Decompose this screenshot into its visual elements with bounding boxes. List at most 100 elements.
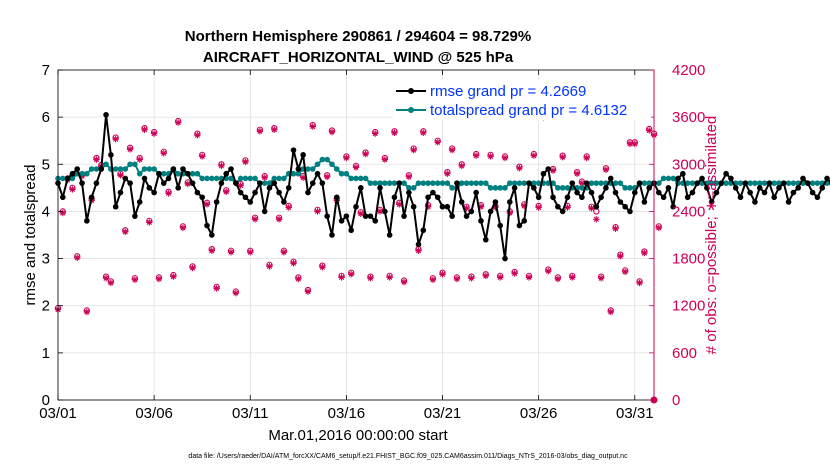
- obs-assimilated-point: [496, 274, 504, 281]
- totalspread-point: [247, 175, 254, 182]
- obs-assimilated-point: [69, 186, 76, 193]
- left-tick-label: 1: [42, 345, 50, 362]
- obs-assimilated-point: [410, 146, 417, 154]
- asterisk-stroke: [473, 153, 479, 159]
- obs-assimilated-point: [271, 126, 278, 133]
- asterisk-stroke: [262, 175, 268, 181]
- right-axis-ticks: 0 600 1200 1800 2400 3000 3600 4200: [649, 62, 705, 409]
- obs-assimilated-point: [189, 264, 196, 272]
- rmse-point: [814, 194, 821, 201]
- totalspread-point: [237, 175, 244, 182]
- asterisk-stroke: [396, 201, 402, 207]
- rmse-point: [175, 185, 181, 191]
- asterisk-stroke: [353, 164, 359, 171]
- totalspread-point: [122, 166, 129, 172]
- rmse-point: [526, 180, 532, 186]
- totalspread-point: [425, 180, 431, 186]
- rmse-point: [247, 199, 254, 205]
- rmse-point: [631, 189, 638, 196]
- totalspread-point: [194, 170, 201, 177]
- obs-assimilated-point: [458, 162, 465, 170]
- obs-assimilated-point: [372, 130, 379, 137]
- obs-assimilated-point: [102, 275, 110, 282]
- totalspread-point: [117, 166, 124, 172]
- asterisk-stroke: [564, 204, 571, 211]
- asterisk-stroke: [266, 263, 273, 270]
- asterisk-stroke: [103, 275, 109, 281]
- asterisk-stroke: [185, 181, 191, 187]
- obs-assimilated-point: [487, 153, 494, 160]
- x-tick-label: 03/16: [328, 405, 366, 422]
- rmse-point: [420, 227, 427, 234]
- asterisk-stroke: [141, 127, 148, 133]
- asterisk-stroke: [588, 205, 595, 211]
- rmse-point: [531, 185, 537, 191]
- rmse-point: [564, 194, 571, 201]
- rmse-point: [747, 189, 753, 196]
- totalspread-point: [362, 175, 369, 182]
- rmse-point: [88, 194, 95, 201]
- obs-assimilated-point: [516, 165, 523, 172]
- rmse-point: [367, 213, 374, 219]
- rmse-point: [805, 180, 811, 186]
- totalspread-point: [261, 180, 268, 186]
- rmse-point: [156, 170, 162, 177]
- rmse-point: [358, 185, 364, 191]
- left-tick-label: 5: [42, 156, 50, 173]
- asterisk-stroke: [459, 163, 465, 169]
- totalspread-point: [276, 175, 282, 182]
- rmse-point: [756, 185, 763, 191]
- totalspread-point: [747, 180, 753, 186]
- x-tick-label: 03/31: [616, 405, 654, 422]
- obs-assimilated-point: [275, 216, 283, 223]
- rmse-point: [266, 185, 273, 191]
- totalspread-point: [329, 161, 335, 168]
- totalspread-point: [622, 185, 628, 191]
- obs-assimilated-point: [314, 208, 321, 215]
- rmse-point: [574, 189, 580, 196]
- totalspread-point: [348, 175, 354, 182]
- rmse-point: [285, 185, 292, 191]
- asterisk-stroke: [516, 165, 523, 171]
- totalspread-point: [189, 170, 196, 177]
- totalspread-point: [151, 166, 157, 172]
- rmse-point: [569, 180, 576, 186]
- totalspread-point: [756, 180, 763, 186]
- rmse-point: [771, 194, 777, 201]
- rmse-point: [458, 199, 465, 205]
- rmse-point: [252, 189, 258, 196]
- rmse-point: [689, 189, 696, 196]
- asterisk-stroke: [387, 274, 393, 281]
- obs-assimilated-point: [141, 126, 148, 133]
- totalspread-point: [646, 180, 652, 186]
- totalspread-point: [482, 180, 489, 186]
- rmse-point: [593, 203, 600, 210]
- asterisk-stroke: [276, 216, 282, 222]
- asterisk-stroke: [233, 290, 239, 296]
- obs-assimilated-point: [247, 249, 254, 256]
- asterisk-stroke: [252, 216, 258, 222]
- rmse-point: [598, 194, 604, 201]
- rmse-point: [108, 152, 114, 158]
- asterisk-stroke: [180, 225, 186, 231]
- right-tick-label: 3600: [672, 109, 705, 126]
- rmse-point: [603, 185, 609, 191]
- rmse-point: [636, 180, 643, 186]
- rmse-point: [160, 180, 167, 186]
- rmse-point: [819, 185, 826, 191]
- totalspread-point: [463, 180, 470, 186]
- obs-assimilated-point: [146, 219, 153, 226]
- rmse-point: [74, 166, 81, 172]
- rmse-point: [209, 232, 215, 238]
- rmse-point: [60, 194, 66, 201]
- asterisk-stroke: [209, 248, 215, 254]
- totalspread-point: [204, 175, 210, 182]
- asterisk-stroke: [170, 274, 176, 280]
- obs-assimilated-point: [194, 132, 201, 139]
- rmse-point: [401, 213, 407, 219]
- rmse-point: [478, 218, 484, 224]
- asterisk-stroke: [487, 153, 494, 160]
- obs-assimilated-point: [107, 279, 115, 287]
- obs-assimilated-point: [126, 146, 134, 153]
- asterisk-stroke: [497, 274, 503, 281]
